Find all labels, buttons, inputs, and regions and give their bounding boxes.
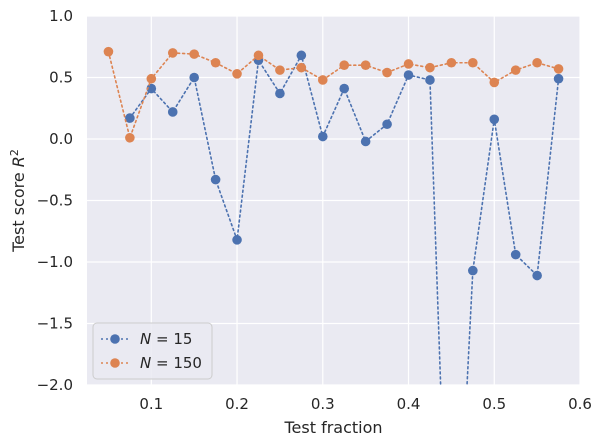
data-point: [146, 73, 157, 84]
data-point: [275, 88, 285, 99]
data-point: [382, 119, 392, 130]
y-tick-label: −0.5: [37, 192, 73, 210]
data-point: [360, 60, 371, 70]
series-line: [107, 50, 560, 141]
data-point: [103, 46, 114, 57]
x-tick-labels: 0.1 0.2 0.3 0.4 0.5 0.6: [139, 395, 592, 413]
legend-label: N = 150: [140, 354, 202, 372]
x-tick-label: 0.1: [139, 395, 163, 413]
data-point: [553, 73, 564, 84]
legend-item: N = 150: [101, 354, 202, 372]
x-axis-label: Test fraction: [283, 418, 382, 437]
data-point: [425, 62, 435, 73]
y-tick-labels: −2.0 −1.5 −1.0 −0.5 0.0 0.5 1.0: [37, 7, 73, 394]
series-2: [103, 46, 564, 143]
data-point: [210, 57, 221, 68]
x-tick-label: 0.6: [568, 395, 592, 413]
data-point: [360, 136, 371, 147]
legend: N = 15 N = 150: [92, 322, 213, 380]
data-point: [167, 48, 178, 58]
x-tick-label: 0.3: [311, 395, 335, 413]
data-point: [553, 64, 564, 74]
data-point: [468, 265, 478, 276]
data-point: [317, 131, 328, 142]
data-point: [339, 83, 350, 94]
data-point: [253, 50, 264, 61]
data-point: [275, 65, 285, 75]
y-tick-label: 0.0: [49, 130, 73, 148]
data-point: [403, 70, 414, 80]
legend-marker: [110, 358, 120, 368]
y-tick-label: −2.0: [37, 376, 73, 394]
legend-item: N = 15: [101, 330, 192, 348]
x-tick-label: 0.5: [482, 395, 506, 413]
data-point: [146, 83, 157, 94]
data-point: [125, 132, 135, 143]
y-axis-label: Test score R2: [8, 149, 28, 253]
data-point: [339, 60, 350, 70]
data-point: [532, 270, 542, 281]
data-point: [425, 75, 435, 85]
data-point: [510, 65, 521, 75]
series-layer: [103, 46, 564, 385]
x-tick-label: 0.2: [225, 395, 249, 413]
data-point: [210, 174, 221, 185]
y-tick-label: 0.5: [49, 69, 73, 87]
data-point: [317, 75, 328, 85]
data-point: [125, 113, 135, 123]
data-point: [510, 249, 521, 260]
data-point: [189, 72, 199, 83]
x-tick-label: 0.4: [397, 395, 421, 413]
legend-label: N = 15: [140, 330, 192, 348]
data-point: [189, 49, 199, 59]
data-point: [296, 62, 307, 73]
data-point: [382, 67, 392, 78]
data-point: [232, 235, 242, 245]
data-point: [489, 77, 500, 88]
legend-marker: [110, 334, 120, 344]
data-point: [232, 69, 242, 79]
series-1: [125, 50, 564, 385]
y-tick-label: −1.0: [37, 253, 73, 271]
y-tick-label: 1.0: [49, 7, 73, 25]
data-point: [532, 57, 542, 68]
data-point: [403, 59, 414, 69]
data-point: [446, 57, 457, 68]
legend-box: [92, 322, 213, 380]
data-point: [468, 57, 478, 68]
data-point: [296, 50, 307, 61]
data-point: [489, 114, 500, 125]
data-point: [167, 107, 178, 117]
y-tick-label: −1.5: [37, 315, 73, 333]
